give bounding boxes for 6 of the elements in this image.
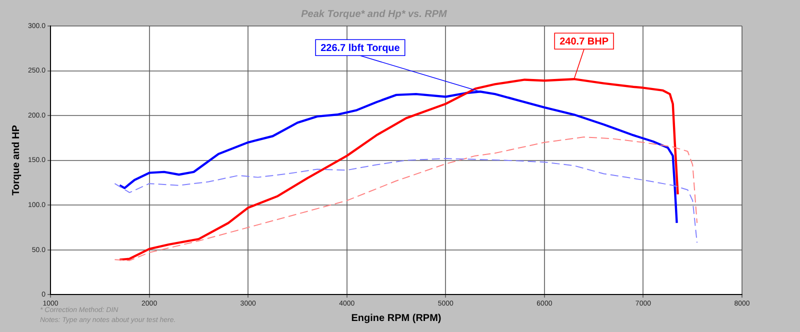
y-axis-title: Torque and HP [10,124,22,196]
line-series [114,158,698,244]
annotation: 240.7 BHP [560,36,609,48]
line-series [114,136,698,262]
annotation: 226.7 lbft Torque [320,42,400,54]
x-axis-title: Engine RPM (RPM) [351,312,442,324]
